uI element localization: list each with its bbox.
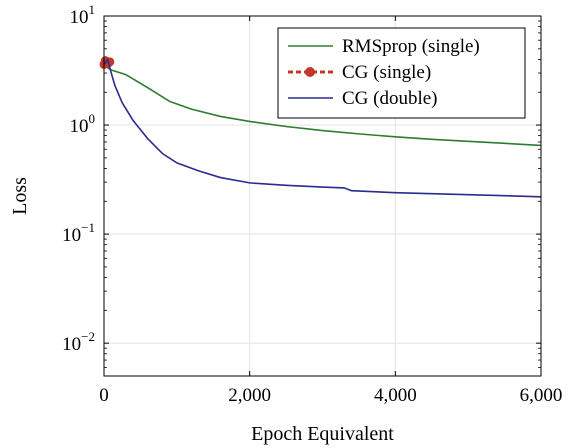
legend: RMSprop (single) CG (single) CG (double)	[277, 27, 526, 119]
y-tick-exponent: 1	[89, 2, 96, 17]
x-tick-label: 2,000	[228, 385, 271, 406]
legend-item-rmsprop-single: RMSprop (single)	[288, 36, 480, 57]
y-tick-base: 10	[62, 334, 81, 355]
x-axis-title: Epoch Equivalent	[251, 423, 394, 445]
y-tick-exponent: −2	[81, 329, 95, 344]
series-line-cg-double	[103, 58, 542, 198]
y-tick-base: 10	[70, 116, 89, 137]
x-tick-label: 4,000	[374, 385, 417, 406]
x-tick-label: 6,000	[520, 385, 563, 406]
legend-item-cg-double: CG (double)	[288, 88, 438, 109]
x-tick-labels: 0 2,000 4,000 6,000	[99, 385, 562, 406]
y-tick-exponent: 0	[89, 111, 96, 126]
y-tick-base: 10	[62, 225, 81, 246]
y-tick-label: 10−2	[62, 329, 95, 355]
legend-label: CG (single)	[342, 62, 431, 83]
y-tick-label: 101	[70, 2, 96, 28]
legend-item-cg-single: CG (single)	[288, 62, 431, 83]
legend-label: CG (double)	[342, 88, 438, 109]
y-tick-base: 10	[70, 7, 89, 28]
plot-frame	[103, 15, 542, 377]
y-tick-label: 10−1	[62, 220, 95, 246]
y-axis-title: Loss	[9, 177, 31, 215]
x-tick-label: 0	[99, 385, 109, 406]
series-line-rmsprop-single	[103, 65, 542, 147]
legend-marker	[305, 67, 315, 77]
y-tick-label: 100	[70, 111, 96, 137]
tick-marks	[103, 15, 542, 376]
legend-box	[277, 27, 526, 119]
legend-label: RMSprop (single)	[342, 36, 480, 57]
series-layer	[99, 56, 542, 198]
y-tick-exponent: −1	[81, 220, 95, 235]
